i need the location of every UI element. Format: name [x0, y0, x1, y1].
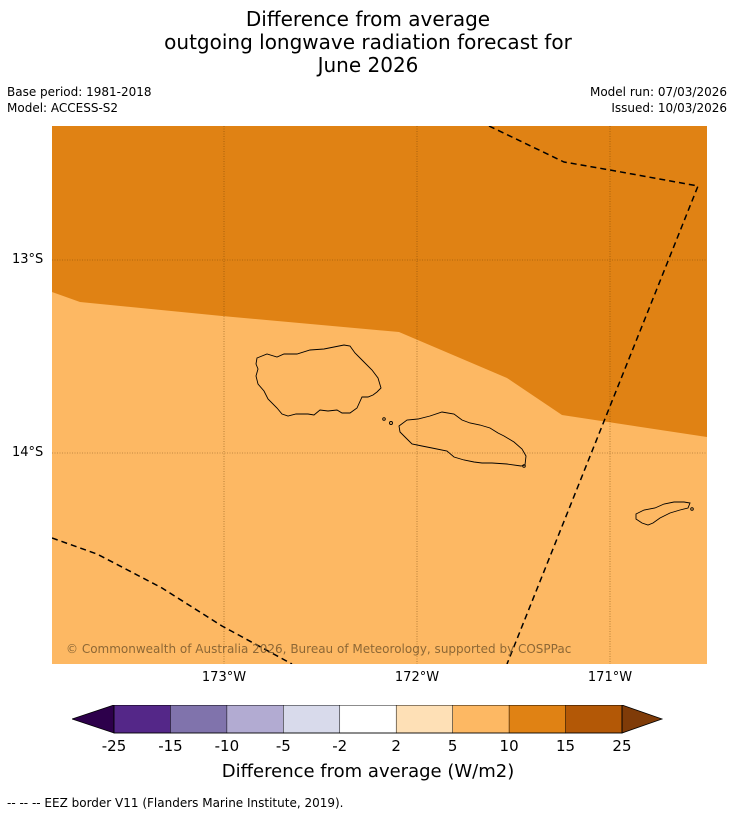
colorbar-segment: [452, 705, 510, 734]
colorbar-segment: [226, 705, 284, 734]
lat-label-13s: 13°S: [12, 252, 44, 267]
coastlines: [255, 344, 694, 526]
colorbar-tick-label: 10: [499, 737, 519, 755]
manono-islet: [382, 417, 386, 421]
title-line-2: outgoing longwave radiation forecast for: [164, 30, 572, 54]
colorbar-low-extension: [72, 705, 115, 734]
tutuila-island: [635, 501, 691, 526]
colorbar-tick-label: -10: [214, 737, 240, 755]
lon-label-171w: 171°W: [587, 670, 633, 685]
colorbar-segment: [339, 705, 397, 734]
eez-border-southwest: [52, 537, 293, 664]
colorbar-tick-label: -25: [101, 737, 127, 755]
savaii-island: [255, 344, 382, 417]
meta-right: Model run: 07/03/2026 Issued: 10/03/2026: [590, 84, 727, 116]
colorbar-tick-label: 2: [391, 737, 401, 755]
colorbar-tick-label: 5: [447, 737, 458, 755]
colorbar-tick-label: -5: [275, 737, 291, 755]
islet-east: [522, 464, 526, 468]
colorbar-tick-label: -2: [332, 737, 348, 755]
eez-legend: -- -- -- EEZ border V11 (Flanders Marine…: [7, 796, 344, 810]
colorbar-segment: [170, 705, 228, 734]
map-panel: © Commonwealth of Australia 2026, Bureau…: [52, 126, 707, 664]
issued-date: Issued: 10/03/2026: [611, 101, 727, 115]
high-anomaly-zone: [52, 126, 707, 437]
colorbar-tick-label: 15: [555, 737, 576, 755]
eez-border-east: [488, 126, 700, 664]
colorbar: [72, 705, 664, 734]
colorbar-high-extension: [621, 705, 664, 734]
colorbar-outline: [113, 705, 623, 734]
graticule: [52, 126, 707, 664]
map-title: Difference from average outgoing longwav…: [0, 8, 736, 77]
colorbar-tick-label: -15: [158, 737, 183, 755]
colorbar-segment: [508, 705, 567, 734]
colorbar-tick-label: 25: [612, 737, 632, 755]
title-line-1: Difference from average: [245, 7, 491, 31]
colorbar-segment: [113, 705, 172, 734]
colorbar-label: Difference from average (W/m2): [221, 761, 515, 782]
model-run: Model run: 07/03/2026: [589, 85, 727, 99]
base-period: Base period: 1981-2018: [7, 85, 152, 99]
lon-label-172w: 172°W: [394, 670, 440, 685]
meta-left: Base period: 1981-2018 Model: ACCESS-S2: [7, 84, 152, 116]
colorbar-segment: [395, 705, 454, 734]
colorbar-segments: [113, 705, 623, 734]
model-name: Model: ACCESS-S2: [7, 101, 119, 115]
map-svg: [52, 126, 707, 664]
colorbar-segment: [283, 705, 341, 734]
eez-borders: [52, 126, 700, 664]
lat-label-14s: 14°S: [12, 445, 44, 460]
lon-label-173w: 173°W: [201, 670, 247, 685]
colorbar-segment: [565, 705, 623, 734]
copyright-notice: © Commonwealth of Australia 2026, Bureau…: [66, 642, 572, 656]
aunuu-islet: [690, 507, 694, 511]
apolima-islet: [389, 421, 393, 425]
title-line-3: June 2026: [317, 53, 419, 77]
upolu-island: [398, 411, 527, 467]
